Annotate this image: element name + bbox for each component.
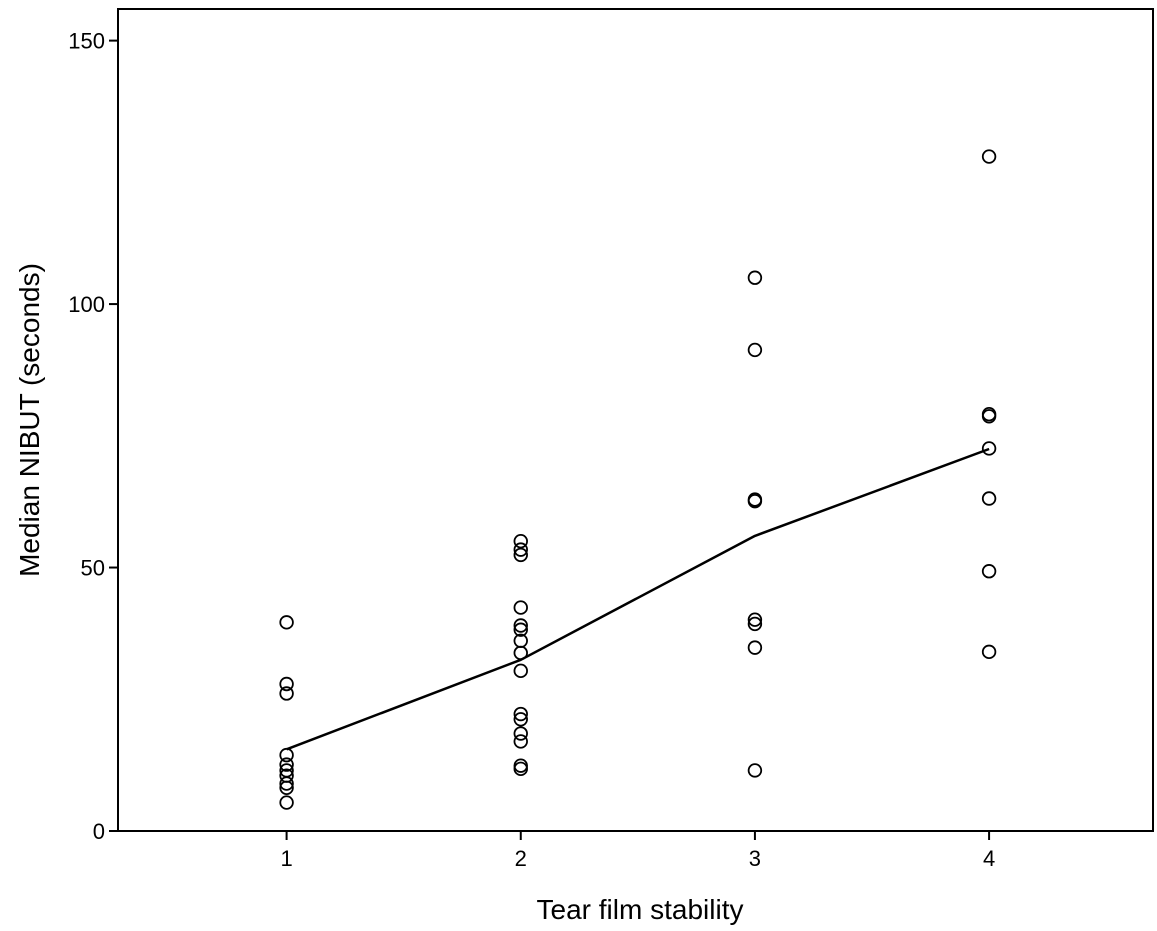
scatter-point bbox=[279, 776, 294, 791]
scatter-point bbox=[513, 712, 528, 727]
scatter-point bbox=[981, 149, 997, 164]
y-tick-label: 100 bbox=[68, 292, 105, 317]
scatter-point bbox=[513, 542, 528, 557]
median-trend-line bbox=[286, 447, 990, 751]
scatter-point bbox=[279, 747, 294, 763]
scatter-point bbox=[513, 734, 528, 749]
y-axis-title: Median NIBUT (seconds) bbox=[14, 263, 45, 577]
scatter-point bbox=[513, 645, 528, 661]
scatter-point bbox=[513, 663, 528, 679]
scatter-point bbox=[513, 622, 528, 637]
scatter-point bbox=[279, 676, 294, 692]
scatter-point bbox=[279, 615, 294, 630]
scatter-point bbox=[981, 491, 997, 506]
y-axis: 0 50 100 150 bbox=[68, 29, 118, 844]
scatter-point bbox=[981, 441, 997, 456]
scatter-point bbox=[747, 270, 763, 285]
scatter-point bbox=[513, 706, 528, 722]
x-tick-label: 2 bbox=[515, 846, 527, 871]
scatter-point bbox=[279, 780, 294, 795]
scatter-point bbox=[747, 493, 763, 509]
scatter-point bbox=[747, 640, 763, 655]
scatter-point bbox=[513, 600, 528, 615]
scatter-point bbox=[981, 409, 997, 424]
scatter-point bbox=[513, 761, 528, 777]
x-tick-label: 3 bbox=[749, 846, 761, 871]
x-axis-title: Tear film stability bbox=[537, 894, 744, 925]
scatter-point bbox=[513, 726, 528, 741]
y-tick-label: 0 bbox=[93, 819, 105, 844]
scatter-point bbox=[747, 616, 763, 632]
scatter-point bbox=[981, 644, 997, 660]
scatter-point bbox=[513, 547, 528, 563]
scatter-point bbox=[747, 342, 763, 358]
plot-frame bbox=[117, 8, 1154, 832]
y-tick-label: 50 bbox=[81, 556, 105, 581]
data-points bbox=[279, 149, 997, 810]
x-tick-label: 1 bbox=[280, 846, 292, 871]
scatter-point bbox=[279, 757, 294, 772]
x-tick-label: 4 bbox=[983, 846, 995, 871]
y-tick-label: 150 bbox=[68, 29, 105, 54]
scatter-point bbox=[279, 795, 294, 810]
scatter-point bbox=[747, 612, 763, 627]
scatter-point bbox=[747, 763, 763, 778]
scatter-point bbox=[513, 618, 528, 633]
scatter-point bbox=[513, 533, 528, 549]
scatter-point bbox=[981, 564, 997, 579]
scatter-point bbox=[279, 686, 294, 701]
x-axis: 1 2 3 4 bbox=[280, 831, 995, 871]
